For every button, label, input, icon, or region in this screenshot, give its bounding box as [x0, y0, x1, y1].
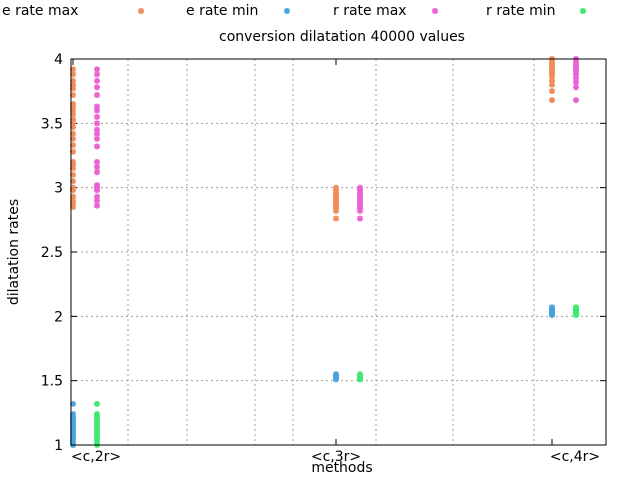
y-tick-label: 4 — [54, 52, 63, 68]
data-point — [94, 126, 100, 133]
data-point — [333, 184, 339, 191]
data-point — [573, 84, 579, 91]
data-point — [94, 120, 100, 127]
data-point — [357, 215, 363, 222]
x-tick-label: <c,2r> — [71, 449, 121, 465]
grid — [71, 59, 606, 445]
x-axis: <c,2r> <c,3r> <c,4r> — [71, 59, 600, 465]
data-point — [357, 184, 363, 191]
y-tick-label: 3.5 — [41, 116, 63, 132]
data-point — [94, 143, 100, 150]
y-tick-label: 3 — [54, 181, 63, 197]
legend-label: e rate max — [2, 3, 78, 19]
data-point — [94, 158, 100, 165]
data-point — [94, 113, 100, 120]
data-point — [94, 77, 100, 84]
data-point — [333, 215, 339, 222]
plot-frame — [70, 58, 607, 446]
data-point — [549, 97, 555, 104]
data-point — [94, 103, 100, 110]
data-point — [94, 169, 100, 176]
x-axis-label: methods — [311, 460, 372, 476]
data-point — [94, 193, 100, 200]
legend-marker — [432, 8, 438, 14]
data-point — [94, 182, 100, 189]
chart-title: conversion dilatation 40000 values — [219, 29, 465, 45]
y-axis-label: dilatation rates — [6, 199, 22, 305]
y-axis: 1 1.5 2 2.5 3 3.5 4 — [41, 52, 606, 454]
data-point — [573, 97, 579, 104]
data-point — [549, 88, 555, 95]
y-tick-label: 1 — [54, 438, 63, 454]
data-point — [549, 304, 555, 311]
y-tick-label: 2.5 — [41, 245, 63, 261]
data-point — [94, 202, 100, 209]
legend-marker — [580, 8, 586, 14]
data-point — [94, 400, 100, 407]
legend-marker — [138, 8, 144, 14]
x-tick-label: <c,3r> — [311, 449, 361, 465]
data-point — [94, 66, 100, 73]
data-point — [357, 371, 363, 378]
legend-marker — [284, 8, 290, 14]
legend-label: r rate max — [333, 3, 407, 19]
data-point — [94, 164, 100, 171]
data-point — [94, 71, 100, 78]
data-point — [94, 84, 100, 91]
y-tick-label: 1.5 — [41, 374, 63, 390]
legend-label: e rate min — [186, 3, 258, 19]
data-point — [94, 135, 100, 142]
data-point — [94, 92, 100, 99]
data-point — [94, 411, 100, 418]
data-point — [573, 304, 579, 311]
legend: e rate max e rate min r rate max r rate min — [2, 3, 586, 19]
x-tick-label: <c,4r> — [550, 449, 600, 465]
legend-label: r rate min — [486, 3, 556, 19]
y-tick-label: 2 — [54, 309, 63, 325]
data-point — [333, 371, 339, 378]
